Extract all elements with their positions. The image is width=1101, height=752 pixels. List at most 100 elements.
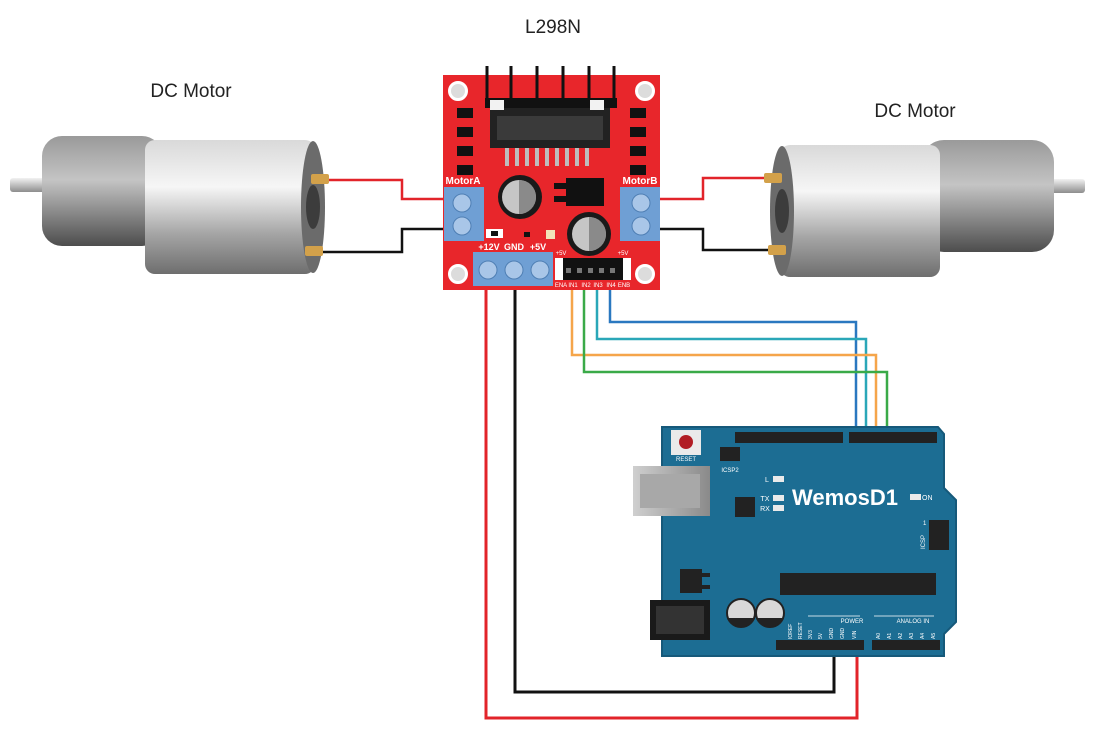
led-rx-label: RX: [760, 506, 770, 513]
pin-label: GND: [829, 628, 835, 640]
regulator-leg: [702, 585, 710, 589]
motor-gearbox-icon: [922, 140, 1054, 252]
jumper-cap: [491, 231, 498, 236]
ic-tab: [590, 100, 604, 110]
pin-label: ENB: [618, 283, 630, 289]
regulator-leg: [554, 196, 566, 202]
led-l-label: L: [765, 477, 769, 484]
ic-legs: [505, 148, 589, 166]
pin-label: IOREF: [788, 624, 794, 639]
diodes-right: [630, 108, 646, 175]
wire-signal-blue: [608, 290, 858, 438]
digital-header-1: [735, 432, 843, 443]
wemos-pcb: [661, 426, 957, 657]
pin-label: A3: [909, 633, 915, 639]
pin-label: A0: [876, 633, 882, 639]
screw-terminal-icon: [452, 193, 472, 213]
board-name: WemosD1: [792, 485, 898, 510]
screw-terminal-icon: [631, 193, 651, 213]
pwr-12v-label: +12V: [478, 242, 499, 252]
heatsink-icon: [485, 66, 616, 100]
mounting-holes: [448, 81, 655, 284]
regulator-leg: [554, 183, 566, 189]
icsp-one-label: 1: [923, 521, 927, 527]
motor-body-icon: [145, 140, 315, 274]
control-header-pins: [566, 268, 615, 273]
pin-label: A1: [887, 633, 893, 639]
pin-label: GND: [840, 628, 846, 640]
smd-part: [524, 232, 530, 237]
screw-terminal-icon: [530, 260, 550, 280]
motor-gearbox-icon: [42, 136, 162, 246]
hdr-5v-right-label: +5V: [618, 251, 629, 257]
wire-motor-a-black: [319, 227, 452, 254]
voltage-regulator: [680, 569, 702, 593]
wires: [319, 176, 889, 720]
motor-terminal-top: [311, 174, 329, 184]
wire-signal-orange: [570, 290, 878, 438]
pin-label: IN3: [593, 283, 603, 289]
led-tx-label: TX: [761, 496, 770, 503]
dc-motor-left-label: DC Motor: [150, 81, 232, 102]
wire-signal-green: [582, 290, 889, 438]
screw-terminal-icon: [631, 216, 651, 236]
on-label: ON: [922, 495, 933, 502]
capacitor-icon: [726, 598, 756, 628]
pin-label: IN1: [568, 283, 578, 289]
pin-label: IN2: [581, 283, 591, 289]
ic-tab: [490, 100, 504, 110]
icsp-label: ICSP: [921, 535, 927, 549]
motor-body-icon: [780, 145, 940, 277]
motor-a-label: MotorA: [446, 176, 481, 187]
motor-terminal-bottom: [768, 245, 786, 255]
power-led: [546, 230, 555, 239]
power-section-label: POWER: [841, 619, 864, 625]
power-jack-inner: [656, 606, 704, 634]
pin-label: A5: [931, 633, 937, 639]
dc-motor-left: DC Motor: [10, 81, 329, 274]
header-end: [623, 258, 631, 280]
capacitor-icon: [755, 598, 785, 628]
usb-port-inner: [640, 474, 700, 508]
icsp-header: [929, 520, 949, 550]
digital-header-2: [849, 432, 937, 443]
pin-label: ENA: [555, 283, 567, 289]
pin-label: RESET: [798, 622, 804, 639]
led-l: [773, 476, 784, 482]
led-on: [910, 494, 921, 500]
screw-terminal-icon: [478, 260, 498, 280]
power-header: [776, 640, 864, 650]
pin-label: A4: [920, 633, 926, 639]
motor-terminal-bottom: [305, 246, 323, 256]
diodes-left: [457, 108, 473, 175]
capacitor-icon: [567, 212, 611, 256]
motor-endcap-hub: [775, 189, 789, 233]
heatsink-base: [485, 98, 617, 108]
wire-signal-teal: [595, 290, 868, 438]
wire-motor-a-red: [326, 178, 452, 201]
wire-motor-b-black: [650, 227, 770, 252]
l298n-title: L298N: [525, 17, 581, 38]
pin-label: 5V: [818, 632, 824, 639]
motor-shaft: [1045, 179, 1085, 193]
dc-motor-right: DC Motor: [764, 101, 1085, 277]
control-pin-labels: ENA IN1 IN2 IN3 IN4 ENB: [555, 283, 630, 289]
wire-power-red: [484, 282, 859, 720]
wire-motor-b-red: [650, 176, 770, 201]
screw-terminal-icon: [452, 216, 472, 236]
wemos-d1-board: RESET ICSP2 L TX RX WemosD1 ON 1 ICSP: [633, 426, 957, 657]
wire-power-black: [513, 282, 836, 694]
pin-label: A2: [898, 633, 904, 639]
icsp2-label: ICSP2: [721, 468, 739, 474]
analog-header: [872, 640, 940, 650]
main-chip: [780, 573, 936, 595]
header-end: [555, 258, 563, 280]
pin-label: IN4: [606, 283, 616, 289]
power-pin-labels: IOREF RESET 3V3 5V GND GND VIN: [788, 622, 858, 639]
l298n-board: MotorA MotorB +12V GND +5V +5V +5V: [443, 66, 660, 290]
led-tx: [773, 495, 784, 501]
reset-label: RESET: [676, 457, 696, 463]
capacitor-icon: [498, 175, 542, 219]
motor-terminal-top: [764, 173, 782, 183]
